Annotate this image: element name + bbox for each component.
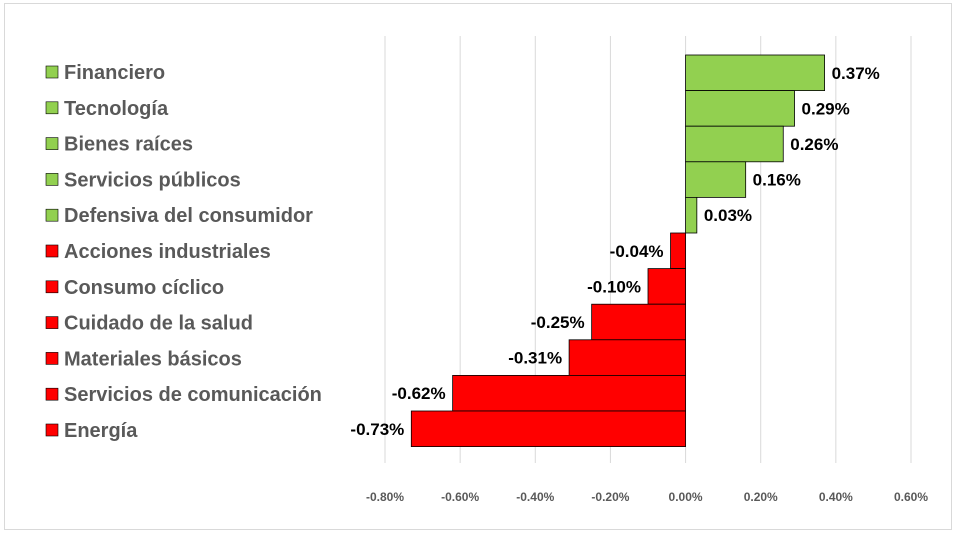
data-label: -0.62% — [392, 384, 446, 403]
data-label: -0.73% — [350, 420, 404, 439]
x-tick-label: 0.00% — [669, 490, 703, 504]
data-label: 0.03% — [704, 206, 752, 225]
data-label: -0.31% — [508, 349, 562, 368]
legend-swatch — [45, 280, 59, 294]
category-label: Tecnología — [64, 98, 169, 120]
data-label: -0.10% — [587, 277, 641, 296]
category-label: Servicios de comunicación — [64, 384, 322, 406]
legend-swatch — [45, 244, 59, 258]
data-labels: 0.37%0.29%0.26%0.16%0.03%-0.04%-0.10%-0.… — [350, 64, 879, 439]
bar-3 — [685, 161, 747, 198]
category-label: Consumo cíclico — [64, 277, 224, 299]
legend-swatch — [45, 208, 59, 222]
x-tick-label: -0.60% — [441, 490, 479, 504]
data-label: -0.25% — [531, 313, 585, 332]
data-label: 0.26% — [790, 135, 838, 154]
category-label: Financiero — [64, 62, 165, 84]
legend-swatch — [45, 387, 59, 401]
bar-0 — [685, 54, 825, 91]
bar-10 — [410, 410, 686, 447]
legend-swatch — [45, 352, 59, 365]
x-tick-label: -0.40% — [516, 490, 554, 504]
legend-swatch — [45, 137, 59, 150]
category-label: Acciones industriales — [64, 241, 271, 263]
category-label: Bienes raíces — [64, 134, 193, 156]
bar-4 — [685, 196, 698, 234]
category-label: Materiales básicos — [64, 348, 242, 370]
category-label: Energía — [64, 420, 138, 442]
bar-7 — [591, 303, 686, 341]
bar-5 — [670, 232, 686, 269]
data-label: 0.29% — [802, 99, 850, 118]
category-label: Cuidado de la salud — [64, 313, 253, 335]
bar-9 — [452, 374, 686, 412]
bar-8 — [568, 339, 686, 376]
x-tick-label: 0.20% — [744, 490, 778, 504]
legend-swatch — [45, 173, 59, 186]
legend-swatch — [45, 101, 59, 115]
bars — [410, 54, 825, 447]
data-label: 0.16% — [753, 171, 801, 190]
data-label: -0.04% — [610, 242, 664, 261]
bar-1 — [685, 90, 795, 127]
legend-swatch — [45, 316, 59, 329]
x-tick-label: -0.20% — [591, 490, 629, 504]
bar-2 — [685, 125, 784, 163]
category-label: Defensiva del consumidor — [64, 205, 313, 227]
data-label: 0.37% — [832, 64, 880, 83]
bar-6 — [647, 268, 686, 305]
x-tick-label: -0.80% — [366, 490, 404, 504]
legend-swatch — [45, 423, 59, 437]
category-label: Servicios públicos — [64, 169, 241, 191]
x-tick-label: 0.60% — [894, 490, 928, 504]
legend-swatch — [45, 65, 59, 79]
x-axis-tick-labels: -0.80% -0.60% -0.40% -0.20% 0.00% 0.20% 0.40% 0… — [366, 490, 928, 504]
x-tick-label: 0.40% — [819, 490, 853, 504]
category-legend: Financiero Tecnología Bienes raíces Servici… — [45, 62, 322, 442]
